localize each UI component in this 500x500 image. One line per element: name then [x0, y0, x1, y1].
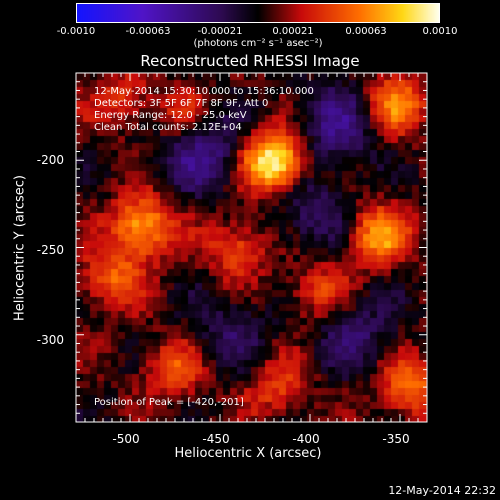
counts-label: Clean Total counts: 2.12E+04	[94, 122, 242, 133]
time-range-label: 12-May-2014 15:30:10.000 to 15:36:10.000	[94, 86, 314, 97]
detectors-label: Detectors: 3F 5F 6F 7F 8F 9F, Att 0	[94, 98, 269, 109]
x-tick-label: -400	[292, 432, 320, 446]
colorbar-units: (photons cm⁻² s⁻¹ asec⁻²)	[193, 38, 323, 49]
y-tick-label: -300	[36, 333, 64, 347]
colorbar	[76, 3, 440, 23]
axis-ticks	[76, 72, 428, 423]
chart-title: Reconstructed RHESSI Image	[140, 52, 360, 70]
y-axis-label: Heliocentric Y (arcsec)	[12, 175, 28, 321]
colorbar-tick: 0.00021	[272, 26, 314, 37]
x-tick-label: -500	[112, 432, 140, 446]
colorbar-tick: -0.00021	[197, 26, 243, 37]
render-timestamp: 12-May-2014 22:32	[388, 484, 496, 497]
y-tick-label: -250	[36, 243, 64, 257]
heatmap-image	[76, 73, 427, 422]
peak-position-label: Position of Peak = [-420,-201]	[94, 397, 244, 408]
colorbar-tick: 0.0010	[422, 26, 458, 37]
y-tick-label: -200	[36, 153, 64, 167]
colorbar-tick: 0.00063	[345, 26, 387, 37]
x-tick-label: -450	[202, 432, 230, 446]
colorbar-tick: -0.00063	[125, 26, 171, 37]
colorbar-tick: -0.0010	[56, 26, 96, 37]
x-tick-label: -350	[382, 432, 410, 446]
energy-range-label: Energy Range: 12.0 - 25.0 keV	[94, 110, 247, 121]
x-axis-label: Heliocentric X (arcsec)	[174, 446, 322, 461]
